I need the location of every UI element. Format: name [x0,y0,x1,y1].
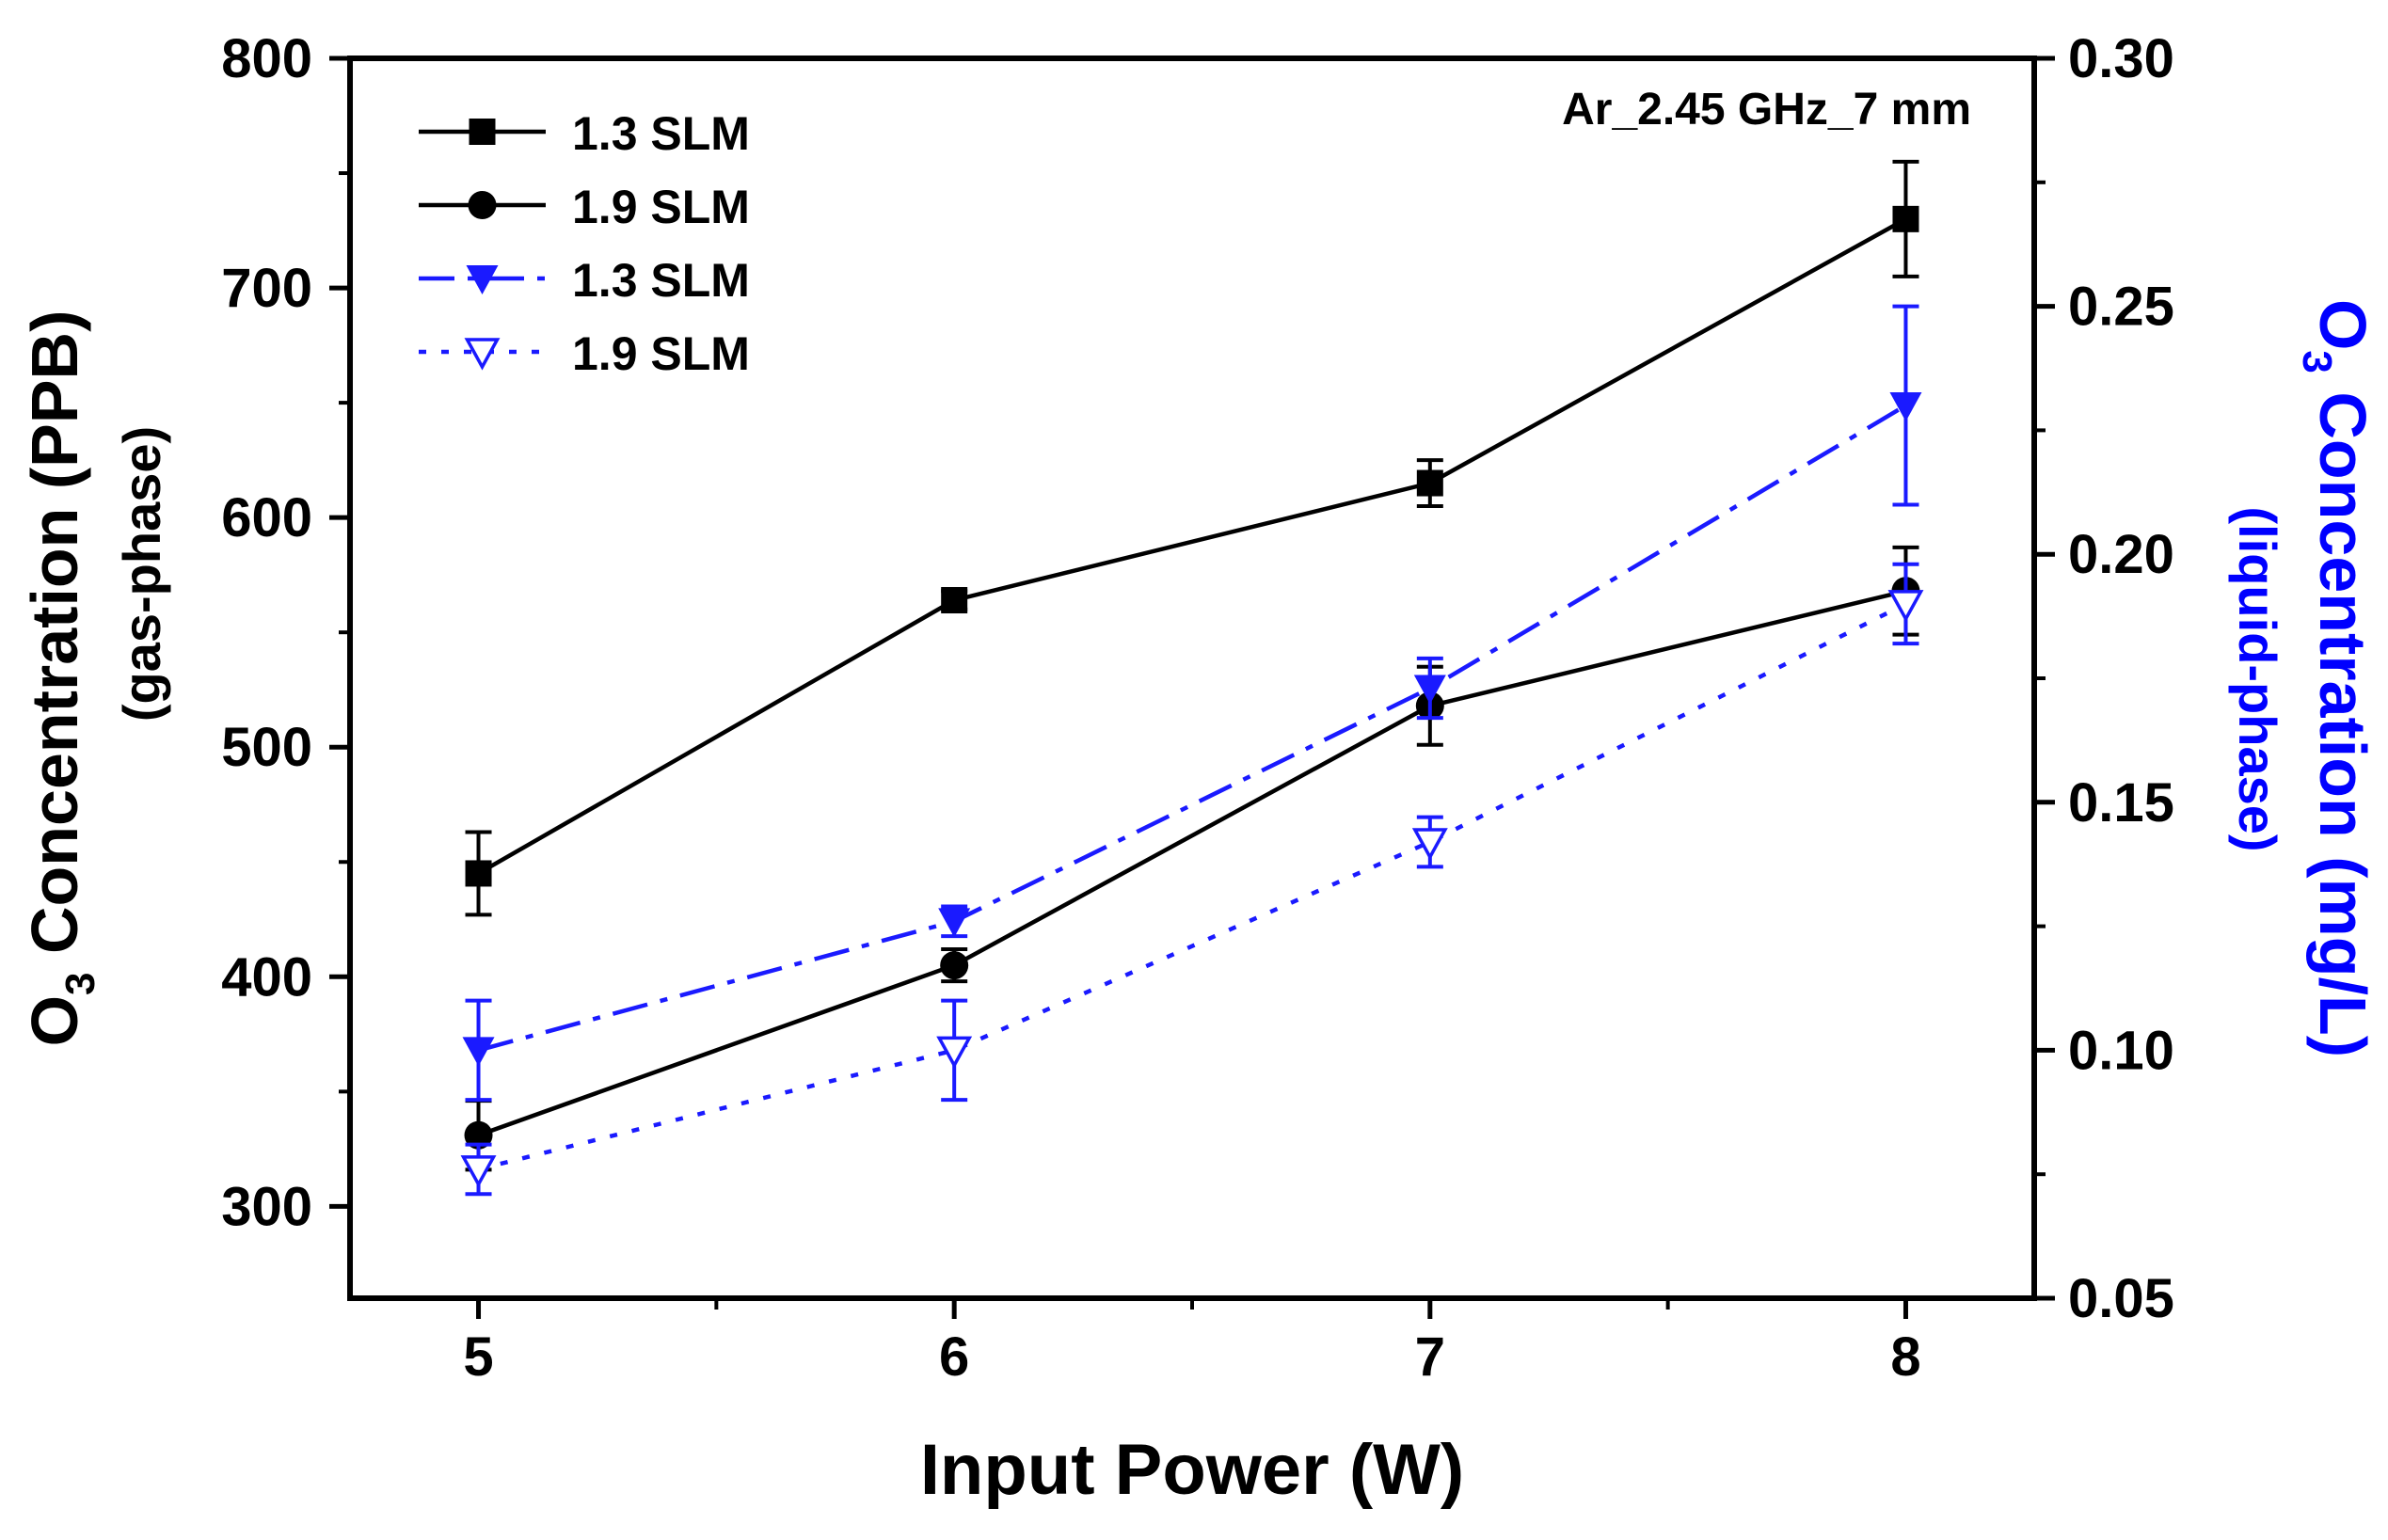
legend-item-3: 1.3 SLM [419,254,750,307]
series-line [477,589,1907,1137]
series-4 [460,562,1924,1197]
y-left-axis-label: O3 Concentration (PPB) [18,310,103,1047]
series-2 [464,545,1920,1172]
y-right-tick-label: 0.30 [2068,28,2174,89]
legend-item-2: 1.9 SLM [419,181,750,233]
data-point [1887,590,1924,623]
y-right-tick-label: 0.05 [2068,1268,2174,1329]
y-right-label-sub: 3 [2294,350,2340,373]
y-left-tick-label: 400 [221,946,312,1008]
legend-label: 1.3 SLM [572,254,750,307]
y-right-label-rest: Concentration (mg/L) [2306,373,2380,1057]
y-right-label-o: O [2306,299,2380,350]
y-right-tick-label: 0.25 [2068,277,2174,338]
series-line [477,404,1907,1053]
data-point [1892,205,1919,232]
data-point [1413,675,1446,705]
x-tick-label: 5 [463,1326,493,1388]
y-left-tick-label: 700 [221,258,312,319]
data-point [464,1120,493,1150]
series-line [477,601,1907,1172]
legend-marker [468,191,497,219]
data-point [938,908,971,938]
svg-text:O3 Concentration (PPB): O3 Concentration (PPB) [18,310,103,1047]
y-right-tick-label: 0.15 [2068,772,2174,834]
data-point [941,587,968,614]
legend-label: 1.3 SLM [572,107,750,160]
y-left-label-o: O [18,995,91,1046]
x-tick-label: 7 [1415,1326,1445,1388]
y-left-tick-label: 500 [221,717,312,778]
annotation-label: Ar_2.45 GHz_7 mm [1562,85,1971,135]
x-tick-label: 8 [1890,1326,1920,1388]
svg-text:O3 Concentration (mg/L): O3 Concentration (mg/L) [2294,299,2380,1057]
y-left-label-sub: 3 [57,972,103,994]
series-1 [465,159,1919,917]
data-point [940,951,969,980]
y-right-tick-label: 0.20 [2068,524,2174,585]
y-left-tick-label: 600 [221,487,312,548]
legend-marker [469,119,496,145]
y-left-label-rest: Concentration (PPB) [18,310,91,973]
y-left-tick-label: 300 [221,1176,312,1237]
x-tick-label: 6 [939,1326,969,1388]
series-line [477,216,1907,876]
legend-item-4: 1.9 SLM [419,327,750,380]
data-point [936,1036,973,1070]
data-point [465,860,492,887]
plot-frame [347,56,2037,1301]
data-point [1889,392,1922,422]
data-point [460,1155,497,1188]
data-point [1411,828,1448,861]
y-right-axis-label-line2: (liquid-phase) [2228,506,2287,851]
legend-marker [466,265,499,294]
legend-label: 1.9 SLM [572,181,750,233]
legend-label: 1.9 SLM [572,327,750,380]
series-3 [462,304,1922,1103]
x-axis-label: Input Power (W) [920,1430,1464,1510]
legend-item-1: 1.3 SLM [419,107,750,160]
y-left-tick-label: 800 [221,28,312,89]
data-point [1416,469,1443,497]
legend-marker [464,338,501,371]
y-right-axis-label: O3 Concentration (mg/L) [2294,299,2380,1057]
y-right-tick-label: 0.10 [2068,1020,2174,1081]
y-left-axis-label-line2: (gas-phase) [112,426,171,722]
data-point [462,1037,495,1067]
